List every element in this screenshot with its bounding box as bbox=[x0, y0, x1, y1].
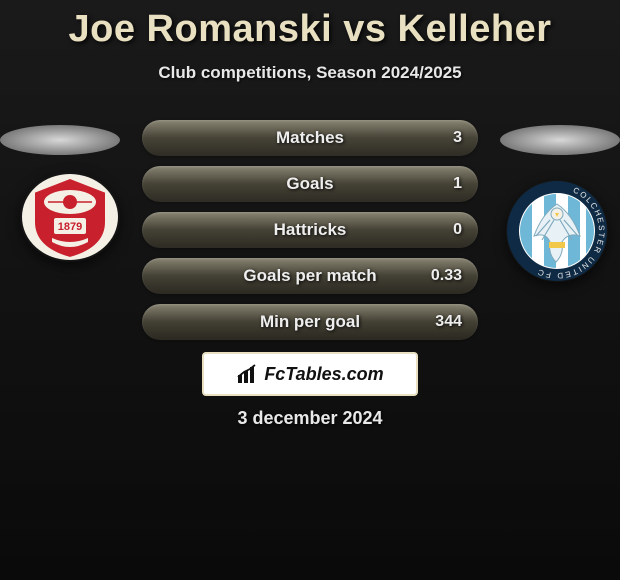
brand-text: FcTables.com bbox=[264, 364, 383, 385]
player-photo-placeholder-left bbox=[0, 125, 120, 155]
stat-label: Goals bbox=[286, 174, 333, 194]
chart-bars-icon bbox=[236, 363, 258, 385]
page-subtitle: Club competitions, Season 2024/2025 bbox=[0, 63, 620, 83]
stat-value: 1 bbox=[453, 175, 462, 193]
svg-text:1879: 1879 bbox=[58, 221, 82, 233]
stat-value: 0.33 bbox=[431, 267, 462, 285]
club-badge-right: COLCHESTER UNITED FC bbox=[506, 180, 608, 282]
player-photo-placeholder-right bbox=[500, 125, 620, 155]
eagle-badge-icon: COLCHESTER UNITED FC bbox=[506, 180, 608, 282]
stat-label: Hattricks bbox=[274, 220, 347, 240]
stat-value: 3 bbox=[453, 129, 462, 147]
club-badge-left: 1879 bbox=[20, 172, 120, 262]
stat-row-hattricks: Hattricks 0 bbox=[142, 212, 478, 248]
stat-row-min-per-goal: Min per goal 344 bbox=[142, 304, 478, 340]
stat-value: 344 bbox=[435, 313, 462, 331]
brand-badge: FcTables.com bbox=[202, 352, 418, 396]
stat-label: Goals per match bbox=[243, 266, 376, 286]
stat-label: Matches bbox=[276, 128, 344, 148]
stat-row-matches: Matches 3 bbox=[142, 120, 478, 156]
page-title: Joe Romanski vs Kelleher bbox=[0, 0, 620, 51]
stats-panel: Matches 3 Goals 1 Hattricks 0 Goals per … bbox=[142, 120, 478, 350]
stat-label: Min per goal bbox=[260, 312, 360, 332]
shield-icon: 1879 bbox=[20, 172, 120, 262]
stat-row-goals-per-match: Goals per match 0.33 bbox=[142, 258, 478, 294]
stat-row-goals: Goals 1 bbox=[142, 166, 478, 202]
footer-date: 3 december 2024 bbox=[0, 408, 620, 429]
stat-value: 0 bbox=[453, 221, 462, 239]
